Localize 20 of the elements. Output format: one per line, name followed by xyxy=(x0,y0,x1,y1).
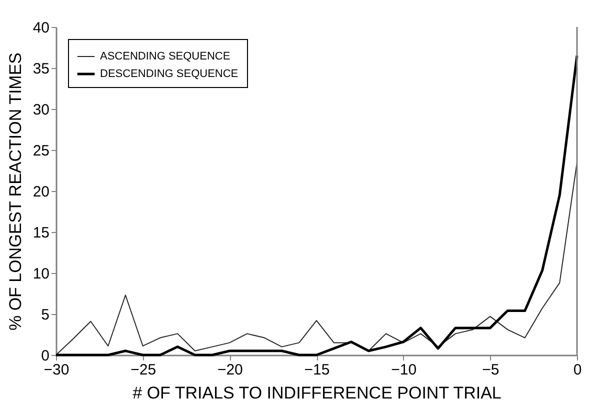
y-tick-label: 30 xyxy=(32,102,50,118)
x-tick-label: −5 xyxy=(482,362,500,378)
y-tick-label: 40 xyxy=(32,20,50,36)
legend-label: DESCENDING SEQUENCE xyxy=(100,68,238,80)
y-tick-label: 10 xyxy=(32,266,50,282)
y-tick-label: 15 xyxy=(32,224,50,242)
legend-label: ASCENDING SEQUENCE xyxy=(100,50,230,62)
y-tick-label: 25 xyxy=(32,142,50,160)
x-tick-label: −10 xyxy=(391,362,417,378)
y-tick-label: 0 xyxy=(41,348,50,364)
x-tick-label: −25 xyxy=(130,362,156,378)
y-tick-label: 5 xyxy=(41,306,50,324)
y-axis-title: % OF LONGEST REACTION TIMES xyxy=(6,52,25,331)
x-tick-label: −15 xyxy=(304,362,330,378)
x-axis-title: # OF TRIALS TO INDIFFERENCE POINT TRIAL xyxy=(132,384,502,402)
x-tick-label: −30 xyxy=(44,362,70,378)
x-tick-label: −20 xyxy=(217,362,243,378)
x-tick-label: 0 xyxy=(573,362,582,378)
y-tick-label: 20 xyxy=(32,184,50,200)
y-tick-label: 35 xyxy=(32,60,50,78)
